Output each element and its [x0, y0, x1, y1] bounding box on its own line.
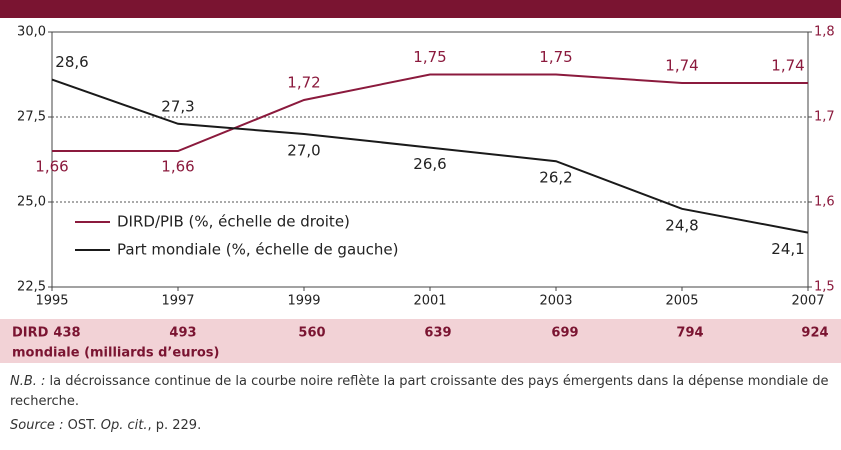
x-tick-label: 2001 — [413, 294, 446, 309]
table-value: 493 — [169, 326, 196, 341]
x-tick-label: 1995 — [35, 294, 68, 309]
y2-tick-label: 1,7 — [814, 110, 835, 125]
x-tick-label: 1997 — [161, 294, 194, 309]
notes: N.B. : la décroissance continue de la co… — [10, 372, 841, 440]
source: Source : OST. Op. cit., p. 229. — [10, 416, 841, 436]
table-value: 924 — [801, 326, 828, 341]
source-work: Op. cit. — [100, 418, 148, 433]
data-label: 27,0 — [287, 142, 320, 160]
data-label: 1,74 — [665, 57, 698, 75]
table-label: DIRD — [12, 326, 49, 341]
source-text: OST. — [63, 418, 101, 433]
line-series — [51, 78, 809, 234]
y2-tick-label: 1,6 — [814, 195, 835, 210]
legend-label: DIRD/PIB (%, échelle de droite) — [117, 213, 350, 231]
source-page: , p. 229. — [147, 418, 202, 433]
data-label: 28,6 — [55, 53, 88, 71]
data-label: 1,72 — [287, 74, 320, 92]
data-label: 27,3 — [161, 97, 194, 115]
data-label: 26,2 — [539, 169, 572, 187]
note: N.B. : la décroissance continue de la co… — [10, 372, 841, 412]
note-prefix: N.B. : — [10, 374, 46, 389]
data-label: 1,66 — [161, 158, 194, 176]
table-value: 438 — [53, 326, 80, 341]
data-label: 26,6 — [413, 155, 446, 173]
data-label: 24,1 — [771, 240, 804, 258]
y2-tick-label: 1,5 — [814, 280, 835, 295]
y-tick-label: 30,0 — [17, 25, 46, 40]
y2-tick-label: 1,8 — [814, 25, 835, 40]
y-tick-label: 25,0 — [17, 195, 46, 210]
data-label: 1,74 — [771, 57, 804, 75]
table-value: 699 — [551, 326, 578, 341]
data-label: 1,75 — [539, 48, 572, 66]
table-label: mondiale (milliards d’euros) — [12, 346, 219, 361]
note-text: la décroissance continue de la courbe no… — [10, 374, 829, 409]
header-bar — [0, 0, 841, 18]
line-series — [52, 73, 808, 152]
y-tick-label: 22,5 — [17, 280, 46, 295]
data-label: 24,8 — [665, 216, 698, 234]
x-tick-label: 2005 — [665, 294, 698, 309]
y-tick-label: 27,5 — [17, 110, 46, 125]
source-prefix: Source : — [10, 418, 64, 433]
table-value: 794 — [676, 326, 703, 341]
table-row — [0, 319, 841, 363]
table-value: 560 — [298, 326, 325, 341]
data-label: 1,66 — [35, 158, 68, 176]
data-label: 1,75 — [413, 48, 446, 66]
table-value: 639 — [424, 326, 451, 341]
chart: DIRD mondiale (milliards d’euros) 22,5 25… — [0, 0, 841, 363]
x-tick-label: 1999 — [287, 294, 320, 309]
x-tick-label: 2003 — [539, 294, 572, 309]
x-tick-label: 2007 — [791, 294, 824, 309]
legend-label: Part mondiale (%, échelle de gauche) — [117, 241, 398, 259]
